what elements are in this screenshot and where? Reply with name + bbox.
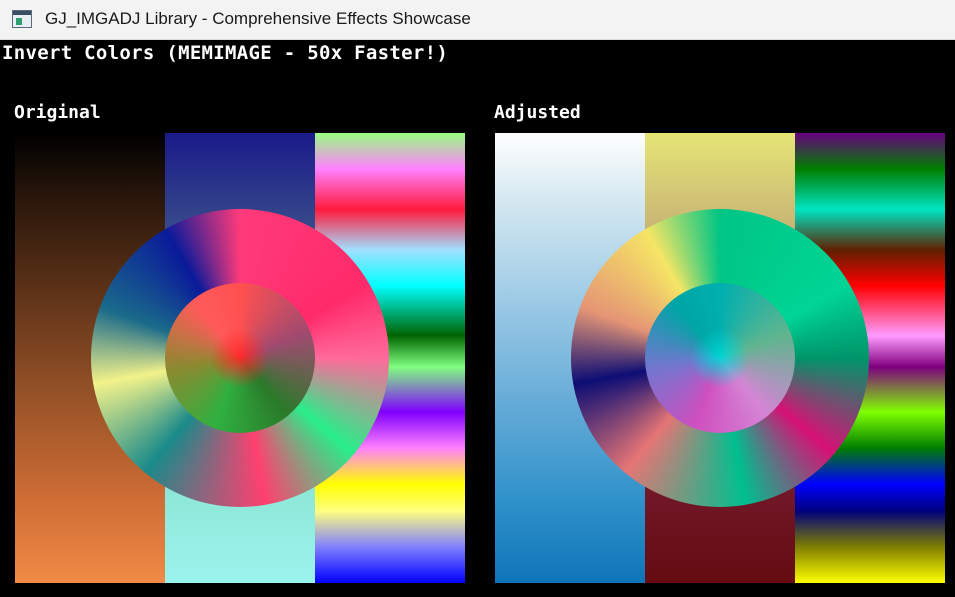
title-bar: GJ_IMGADJ Library - Comprehensive Effect… — [0, 0, 955, 40]
adjusted-label: Adjusted — [494, 102, 581, 123]
adjusted-color-disk — [645, 283, 795, 433]
demo-screen: Invert Colors (MEMIMAGE - 50x Faster!) O… — [0, 40, 955, 597]
app-window-icon[interactable] — [12, 10, 32, 28]
original-image — [15, 133, 465, 583]
app-icon-titlebar-shape — [13, 11, 31, 15]
app-icon-image-shape — [16, 18, 22, 25]
original-label: Original — [14, 102, 101, 123]
effect-header: Invert Colors (MEMIMAGE - 50x Faster!) — [2, 42, 449, 64]
original-color-disk — [165, 283, 315, 433]
window-title: GJ_IMGADJ Library - Comprehensive Effect… — [45, 9, 471, 28]
adjusted-image — [495, 133, 945, 583]
